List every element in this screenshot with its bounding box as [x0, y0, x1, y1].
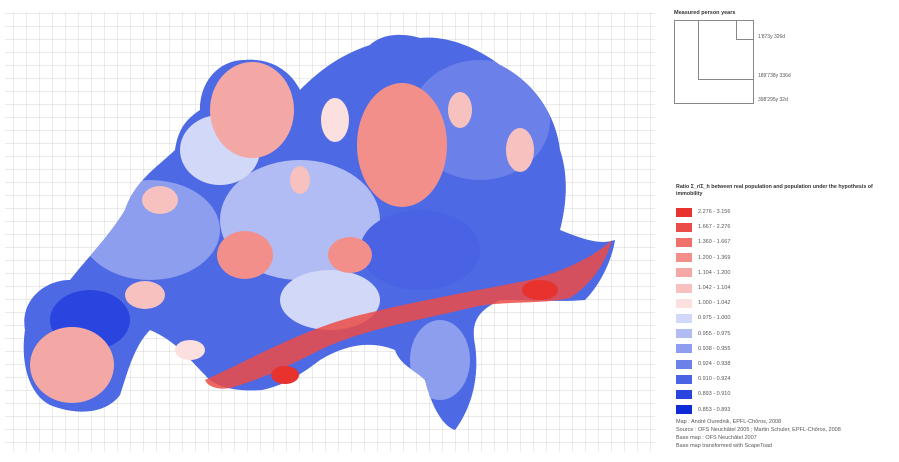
legend-item: 1.667 - 2.276 — [676, 222, 730, 232]
legend-range-label: 1.042 - 1.104 — [698, 285, 731, 291]
legend-swatch — [676, 253, 692, 263]
legend-range-label: 1.667 - 2.276 — [698, 224, 731, 231]
legend-item: 1.104 - 1.200 — [676, 268, 730, 278]
person-years-title: Measured person years — [674, 10, 736, 16]
legend-item: 2.276 - 3.156 — [676, 207, 730, 217]
legend-range-label: 0.910 - 0.924 — [698, 376, 731, 383]
legend-range-label: 0.853 - 0.893 — [698, 406, 731, 413]
legend-range-label: 2.276 - 3.156 — [698, 209, 731, 215]
legend-swatch — [676, 389, 692, 399]
legend-item: 0.924 - 0.938 — [676, 359, 730, 369]
legend-range-label: 0.938 - 0.955 — [698, 345, 731, 352]
legend-range-label: 0.975 - 1.000 — [698, 315, 731, 322]
legend-swatch — [676, 268, 692, 278]
legend-swatch — [676, 283, 692, 293]
legend-swatch — [676, 222, 692, 232]
credit-line-1: Map : André Ourednik, EPFL-Chôros, 2008 — [676, 419, 782, 425]
legend-item: 0.955 - 0.975 — [676, 329, 730, 339]
legend-item: 1.000 - 1.042 — [676, 298, 730, 308]
credit-line-2: Source : OFS Neuchâtel 2005 ; Martin Sch… — [676, 427, 841, 433]
legend-item: 1.042 - 1.104 — [676, 283, 730, 293]
legend-swatch — [676, 207, 692, 217]
legend-item: 0.938 - 0.955 — [676, 344, 730, 354]
legend-swatch — [676, 313, 692, 323]
legend-swatch — [676, 298, 692, 308]
legend-range-label: 1.000 - 1.042 — [698, 300, 731, 307]
legend-item: 1.369 - 1.667 — [676, 237, 730, 247]
person-years-box-medium — [698, 20, 754, 80]
legend-range-label: 1.104 - 1.200 — [698, 269, 731, 276]
legend-item: 1.200 - 1.369 — [676, 253, 730, 263]
legend-item: 0.975 - 1.000 — [676, 313, 730, 323]
legend-swatch — [676, 374, 692, 384]
legend-swatch — [676, 359, 692, 369]
person-years-label-small: 1'873y 326d — [758, 34, 786, 40]
legend-range-label: 0.893 - 0.910 — [698, 391, 731, 398]
credit-line-4: Base map transformed with ScapeToad — [676, 443, 772, 449]
legend-swatch — [676, 344, 692, 354]
legend-range-label: 1.200 - 1.369 — [698, 254, 731, 261]
legend-range-label: 0.924 - 0.938 — [698, 361, 731, 367]
cartogram-map — [5, 12, 655, 452]
legend-swatch — [676, 237, 692, 247]
legend-item: 0.910 - 0.924 — [676, 374, 730, 384]
person-years-label-large: 398'295y 32d — [758, 97, 788, 103]
credit-line-3: Base map : OFS Neuchâtel 2007 — [676, 435, 757, 441]
credits: Map : André Ourednik, EPFL-Chôros, 2008 … — [676, 418, 896, 450]
person-years-label-medium: 189'738y 336d — [758, 73, 791, 79]
person-years-box-small — [736, 20, 754, 40]
legend-title: Ratio Σ_r/Σ_h between real population an… — [676, 184, 873, 197]
legend-item: 0.853 - 0.893 — [676, 405, 730, 415]
legend-swatch — [676, 329, 692, 339]
legend-item: 0.893 - 0.910 — [676, 389, 730, 399]
legend-swatch — [676, 405, 692, 415]
legend-range-label: 0.955 - 0.975 — [698, 330, 731, 337]
legend-range-label: 1.369 - 1.667 — [698, 239, 731, 246]
